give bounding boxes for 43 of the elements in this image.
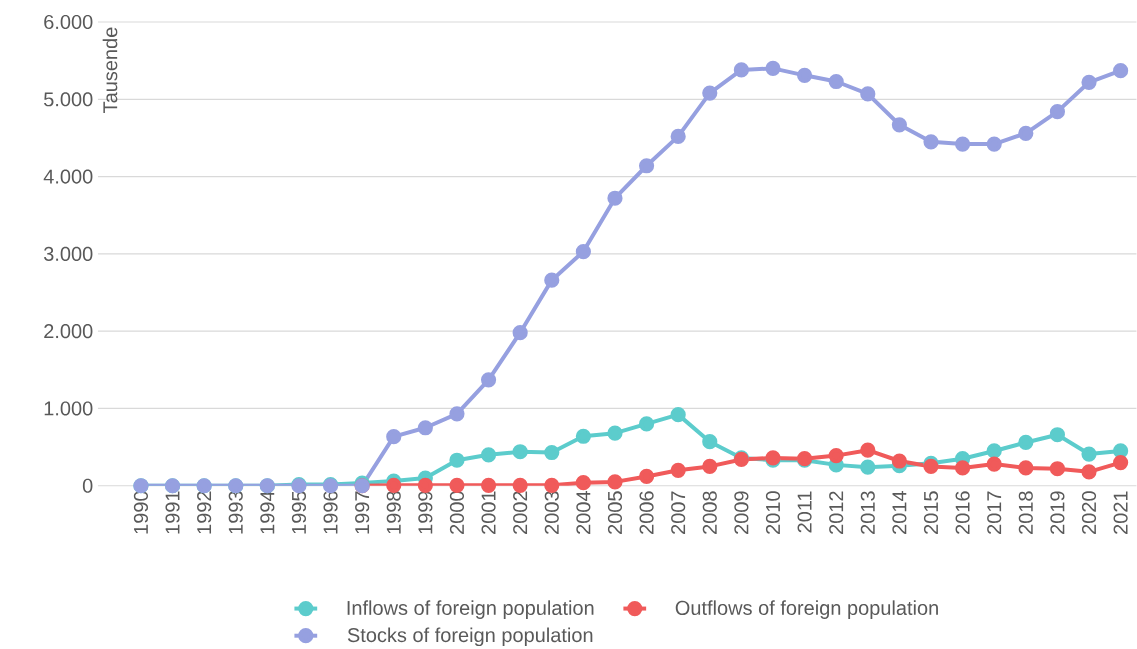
x-tick-label: 1995 — [291, 491, 307, 534]
x-tick-label: 2013 — [860, 491, 875, 534]
x-tick-label: 2018 — [1018, 491, 1033, 534]
x-tick-label: 2001 — [481, 491, 496, 534]
x-tick-label: 1999 — [418, 491, 433, 534]
x-tick-label: 1990 — [133, 491, 148, 534]
x-tick-label: 2009 — [734, 491, 749, 534]
y-tick-label: 1.000 — [44, 401, 93, 416]
x-tick-label: 1998 — [386, 491, 401, 534]
x-tick-label: 2006 — [639, 491, 654, 534]
x-tick-label: 2003 — [544, 491, 559, 534]
x-tick-label: 2007 — [671, 491, 686, 534]
y-tick-label: 0 — [82, 478, 93, 493]
x-tick-label: 2008 — [702, 491, 717, 534]
x-tick-label: 2014 — [892, 490, 907, 534]
x-tick-label: 2017 — [987, 491, 1002, 534]
x-tick-label: 2015 — [923, 491, 939, 534]
y-tick-label: 5.000 — [44, 92, 93, 107]
legend-label: Inflows of foreign population — [347, 600, 594, 619]
x-tick-label: 2004 — [576, 490, 591, 534]
legend-label: Outflows of foreign population — [675, 600, 938, 619]
x-tick-label: 1993 — [228, 491, 243, 534]
y-axis-title: Tausende — [102, 27, 118, 113]
y-tick-label: 3.000 — [43, 246, 93, 261]
x-tick-label: 1996 — [323, 491, 338, 534]
x-tick-label: 2020 — [1081, 491, 1097, 534]
x-tick-label: 2019 — [1050, 491, 1065, 534]
x-tick-label: 2012 — [829, 491, 844, 534]
x-tick-label: 1992 — [197, 491, 212, 534]
y-tick-label: 6.000 — [44, 14, 93, 29]
legend-label: Stocks of foreign population — [347, 627, 593, 646]
x-tick-label: 1994 — [260, 490, 275, 534]
x-tick-label: 2016 — [955, 491, 970, 534]
x-tick-label: 2000 — [449, 491, 465, 534]
y-tick-label: 2.000 — [44, 323, 93, 339]
x-tick-label: 2010 — [765, 491, 781, 534]
x-tick-label: 2021 — [1113, 491, 1128, 534]
x-tick-label: 1997 — [355, 491, 370, 534]
x-tick-label: 2011 — [797, 491, 812, 533]
x-tick-label: 1991 — [165, 491, 180, 534]
y-tick-label: 4.000 — [43, 169, 93, 184]
x-tick-label: 2005 — [607, 491, 623, 534]
x-tick-label: 2002 — [513, 491, 528, 534]
